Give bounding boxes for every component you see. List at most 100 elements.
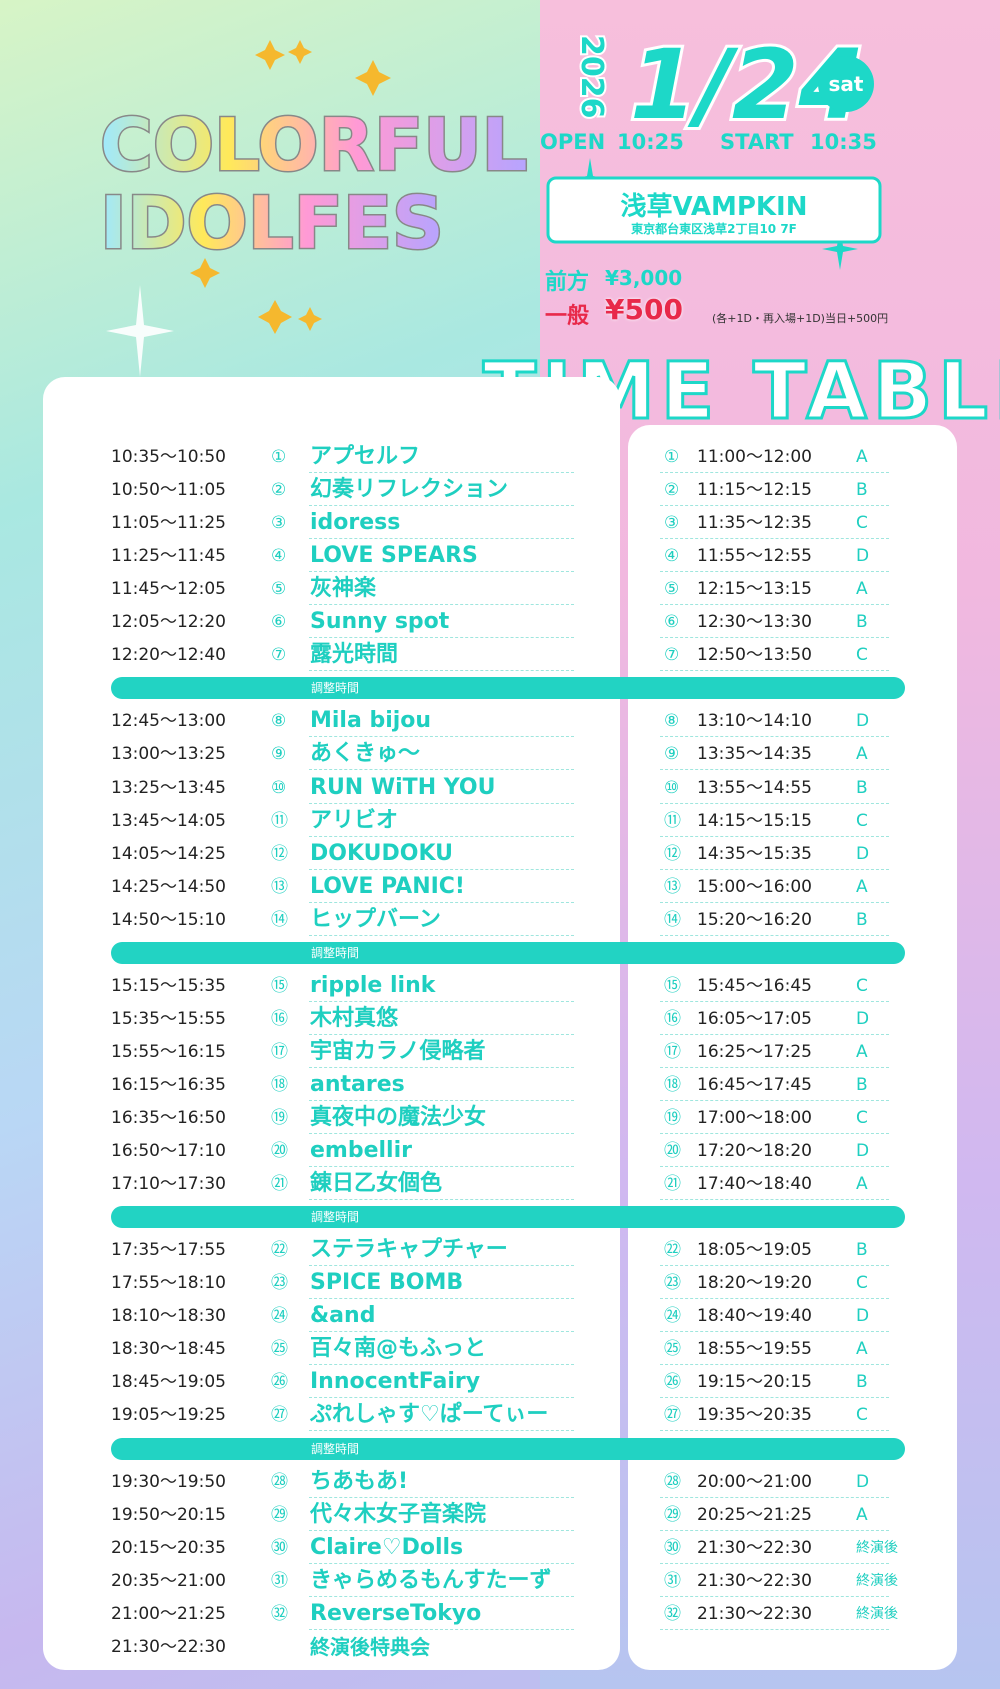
open-time: 10:25 <box>617 130 684 154</box>
number: ⑤ <box>271 579 287 600</box>
underline <box>309 1562 574 1564</box>
performer: InnocentFairy <box>310 1369 481 1395</box>
booth-time: 11:55～12:55 <box>697 546 812 567</box>
number: ㉜ <box>271 1603 288 1624</box>
booth: C <box>856 1108 868 1128</box>
performer: 灰神楽 <box>310 576 377 602</box>
number: ⑭ <box>271 909 288 930</box>
time: 11:05～11:25 <box>111 513 226 534</box>
underline <box>309 472 574 473</box>
booth: B <box>856 612 868 633</box>
underline <box>309 1199 574 1201</box>
finale: 終演後特典会 <box>310 1634 430 1659</box>
booth-time: 17:40～18:40 <box>697 1174 812 1195</box>
door-label: 一般 <box>545 304 590 329</box>
booth-time: 12:50～13:50 <box>697 645 812 666</box>
number: ⑱ <box>271 1074 288 1095</box>
underline <box>309 769 574 771</box>
booth: A <box>856 1174 868 1195</box>
underline <box>309 1099 574 1101</box>
start-time: 10:35 <box>810 130 877 154</box>
number: ㉘ <box>271 1471 288 1492</box>
underline <box>309 1529 574 1531</box>
booth: B <box>856 1240 868 1261</box>
booth-number: ⑮ <box>664 975 681 996</box>
booth: A <box>856 1339 868 1360</box>
booth-time: 11:15～12:15 <box>697 480 812 501</box>
underline <box>660 868 889 870</box>
performer: 宇宙カラノ侵略者 <box>310 1038 486 1064</box>
time: 14:50～15:10 <box>111 909 226 930</box>
booth-time: 18:40～19:40 <box>697 1306 812 1327</box>
number: ⑨ <box>271 744 287 765</box>
underline <box>660 1496 889 1498</box>
underline <box>309 835 574 837</box>
underline <box>660 472 889 473</box>
performer: ヒップバーン <box>310 906 441 932</box>
booth-time: 21:30～22:30 <box>697 1537 812 1558</box>
booth-number: ③ <box>664 513 680 534</box>
logo-line2: IDOLFES <box>100 181 444 265</box>
time: 10:35～10:50 <box>111 447 226 467</box>
booth-number: ㉔ <box>664 1306 681 1327</box>
number: ⑰ <box>271 1041 288 1062</box>
performer: Claire♡Dolls <box>310 1534 464 1560</box>
time: 19:05～19:25 <box>111 1405 226 1426</box>
number: ④ <box>271 546 287 567</box>
underline <box>309 1430 574 1432</box>
performer: きゃらめるもんすたーず <box>310 1567 552 1593</box>
booth: D <box>856 711 870 732</box>
booth: C <box>856 1273 868 1294</box>
booth: D <box>856 1008 870 1029</box>
number: ① <box>271 447 287 467</box>
address: 東京都台東区浅草2丁目10 7F <box>631 222 797 236</box>
time: 14:05～14:25 <box>111 843 226 864</box>
booth: B <box>856 909 868 930</box>
booth-number: ⑰ <box>664 1041 681 1062</box>
underline <box>660 835 889 837</box>
number: ㉛ <box>271 1570 288 1591</box>
break-bar: 調整時間 <box>111 677 905 700</box>
booth-time: 20:25～21:25 <box>697 1504 812 1525</box>
underline <box>309 934 574 936</box>
booth-time: 14:35～15:35 <box>697 843 812 864</box>
booth-number: ⑫ <box>664 843 681 864</box>
booth-number: ⑱ <box>664 1074 681 1095</box>
time: 21:30～22:30 <box>111 1636 226 1657</box>
performer: ぷれしゃす♡ぱーてぃー <box>310 1402 549 1428</box>
underline <box>660 1166 889 1168</box>
performer: RUN WiTH YOU <box>310 774 496 800</box>
underline <box>309 637 574 639</box>
booth: A <box>856 447 868 467</box>
booth-time: 15:00～16:00 <box>697 876 812 897</box>
performer: 代々木女子音楽院 <box>310 1501 487 1527</box>
booth: B <box>856 1074 868 1095</box>
booth-number: ⑯ <box>664 1008 681 1029</box>
time: 13:25～13:45 <box>111 777 226 798</box>
underline <box>660 571 889 573</box>
performer: antares <box>310 1071 405 1097</box>
underline <box>660 1298 889 1300</box>
time: 20:35～21:00 <box>111 1570 226 1591</box>
time: 16:35～16:50 <box>111 1108 226 1128</box>
performer: idoress <box>310 510 401 536</box>
underline <box>309 1331 574 1333</box>
underline <box>660 1331 889 1333</box>
time: 11:25～11:45 <box>111 546 226 567</box>
booth-number: ⑧ <box>664 711 680 732</box>
underline <box>660 1529 889 1531</box>
underline <box>660 802 889 804</box>
underline <box>660 1430 889 1432</box>
booth-number: ⑥ <box>664 612 680 633</box>
number: ㉙ <box>271 1504 288 1525</box>
booth-time: 21:30～22:30 <box>697 1570 812 1591</box>
time: 21:00～21:25 <box>111 1603 226 1624</box>
number: ㉓ <box>271 1273 288 1294</box>
underline <box>309 670 574 672</box>
advance-price: ¥3,000 <box>605 266 683 290</box>
time: 18:30～18:45 <box>111 1339 226 1360</box>
underline <box>660 934 889 936</box>
booth-number: ⑩ <box>664 777 680 798</box>
booth-number: ⑭ <box>664 909 681 930</box>
